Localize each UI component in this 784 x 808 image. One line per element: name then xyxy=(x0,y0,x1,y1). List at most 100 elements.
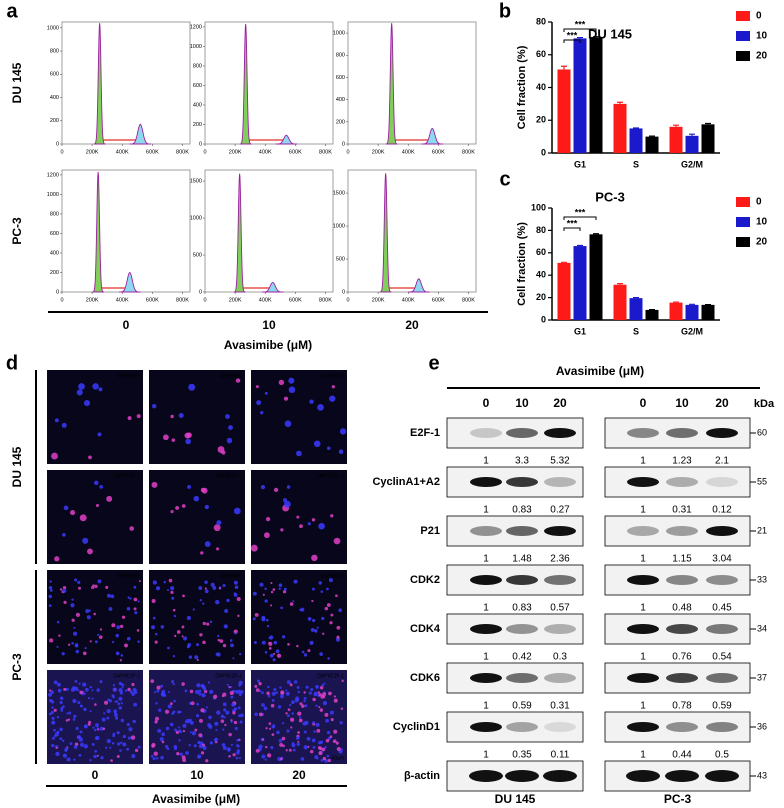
nucleus xyxy=(299,716,302,719)
nucleus xyxy=(79,514,87,522)
nucleus xyxy=(99,485,103,489)
nucleus xyxy=(202,745,207,750)
nucleus xyxy=(163,580,167,584)
nucleus xyxy=(61,739,65,743)
nucleus xyxy=(179,752,183,756)
nucleus xyxy=(338,608,343,613)
bar xyxy=(645,136,659,153)
nucleus xyxy=(204,504,209,510)
nucleus xyxy=(262,738,265,741)
nucleus xyxy=(283,396,289,401)
nucleus xyxy=(108,607,113,611)
nucleus xyxy=(65,687,69,691)
band xyxy=(470,428,502,438)
x-tick-label: 200K xyxy=(86,297,99,303)
nucleus xyxy=(339,428,347,435)
nucleus xyxy=(83,707,87,712)
error-bar xyxy=(633,297,639,299)
nucleus xyxy=(92,383,99,390)
nucleus xyxy=(303,700,306,703)
nucleus xyxy=(292,600,295,603)
nucleus xyxy=(301,704,305,708)
nucleus xyxy=(214,721,219,726)
nucleus xyxy=(276,653,282,658)
band xyxy=(627,673,659,683)
dose-label: 10 xyxy=(675,396,689,410)
band xyxy=(706,722,738,732)
nucleus xyxy=(321,684,325,687)
panel-letter: e xyxy=(428,352,439,374)
nucleus xyxy=(231,702,236,707)
nucleus xyxy=(134,611,138,615)
band xyxy=(543,770,577,782)
nucleus xyxy=(328,691,332,696)
nucleus xyxy=(341,679,344,683)
nucleus xyxy=(202,621,206,626)
nucleus xyxy=(311,518,316,522)
bar xyxy=(645,309,659,320)
x-tick-label: 800K xyxy=(176,149,189,155)
nucleus xyxy=(311,599,314,603)
g2-peak xyxy=(275,134,298,145)
nucleus xyxy=(254,684,258,688)
nucleus xyxy=(284,420,292,428)
nucleus xyxy=(229,639,233,642)
nucleus xyxy=(258,689,262,693)
nucleus xyxy=(48,692,53,697)
nucleus xyxy=(87,697,91,700)
nucleus xyxy=(318,522,325,530)
bar xyxy=(629,298,643,320)
y-tick-label: 0 xyxy=(56,141,59,147)
nucleus xyxy=(312,745,316,749)
nucleus xyxy=(194,728,198,732)
nucleus xyxy=(286,680,291,685)
nucleus xyxy=(94,749,98,753)
nucleus xyxy=(78,383,85,390)
nucleus xyxy=(279,686,282,689)
g1-peak xyxy=(233,173,246,293)
nucleus xyxy=(93,728,97,732)
nucleus xyxy=(126,747,130,751)
error-bar xyxy=(561,261,567,263)
nucleus xyxy=(294,680,298,684)
nucleus xyxy=(61,652,65,656)
nucleus xyxy=(257,679,261,683)
nucleus xyxy=(101,717,106,722)
quant-label: 0.11 xyxy=(551,750,570,761)
nucleus xyxy=(296,450,302,457)
nucleus xyxy=(133,607,137,611)
nucleus xyxy=(204,541,211,547)
x-tick-label: 400K xyxy=(116,149,129,155)
significance-label: *** xyxy=(575,19,586,29)
quant-label: 1.15 xyxy=(672,554,692,565)
nucleus xyxy=(270,590,274,594)
nucleus xyxy=(181,625,185,629)
nucleus xyxy=(96,688,100,692)
nucleus xyxy=(233,580,238,585)
nucleus xyxy=(269,653,274,658)
nucleus xyxy=(215,599,220,605)
kda-label: 43 xyxy=(757,770,767,780)
nucleus xyxy=(193,744,197,748)
nucleus xyxy=(118,696,123,701)
nucleus xyxy=(223,624,228,629)
nucleus xyxy=(255,688,260,692)
nucleus xyxy=(161,740,165,744)
nucleus xyxy=(314,629,318,633)
nucleus xyxy=(213,694,218,699)
nucleus xyxy=(119,624,124,629)
nucleus xyxy=(113,709,117,714)
nucleus xyxy=(266,753,272,758)
nucleus xyxy=(305,685,309,689)
nucleus xyxy=(54,418,59,423)
nucleus xyxy=(93,612,96,616)
nucleus xyxy=(126,606,131,611)
dose-label: 10 xyxy=(515,396,529,410)
nucleus xyxy=(214,740,218,744)
nucleus xyxy=(165,726,170,731)
nucleus xyxy=(227,748,231,752)
band xyxy=(706,477,738,487)
nucleus xyxy=(321,747,326,752)
nucleus xyxy=(75,726,79,731)
